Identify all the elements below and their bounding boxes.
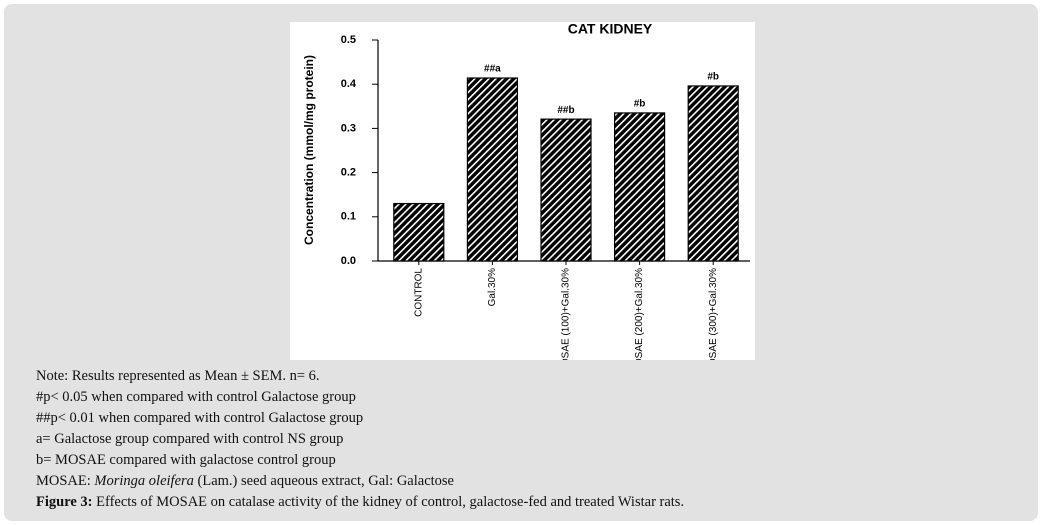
bar xyxy=(614,112,666,262)
y-tick-label: 0.0 xyxy=(341,255,356,267)
abbr-prefix: MOSAE: xyxy=(36,473,95,489)
caption-label: Figure 3: xyxy=(36,494,93,510)
note-line: Note: Results represented as Mean ± SEM.… xyxy=(36,368,320,384)
y-tick-label: 0.1 xyxy=(341,211,356,223)
chart: CAT KIDNEY Concentration (mmol/mg protei… xyxy=(290,22,755,360)
abbreviation: MOSAE: Moringa oleifera (Lam.) seed aque… xyxy=(36,471,684,492)
bar-label: #b xyxy=(707,72,719,83)
note-line: ##p< 0.01 when compared with control Gal… xyxy=(36,410,364,426)
y-tick-label: 0.2 xyxy=(341,167,356,179)
y-axis-label: Concentration (mmol/mg protein) xyxy=(302,55,316,245)
y-tick-label: 0.4 xyxy=(341,78,357,90)
bar-label: ##b xyxy=(557,105,574,116)
species: Moringa oleifera xyxy=(94,473,194,489)
abbr-rest: (Lam.) seed aqueous extract, Gal: Galact… xyxy=(193,473,454,489)
x-tick-label: MOSAE (200)+Gal.30% xyxy=(634,268,645,360)
y-tick-label: 0.5 xyxy=(341,34,356,46)
caption-text: Effects of MOSAE on catalase activity of… xyxy=(92,494,685,510)
x-tick-label: Gal.30% xyxy=(487,268,498,306)
chart-title: CAT KIDNEY xyxy=(568,22,653,37)
bar xyxy=(393,202,445,262)
x-tick-label: MOSAE (300)+Gal.30% xyxy=(708,268,719,360)
caption: Figure 3: Effects of MOSAE on catalase a… xyxy=(36,492,684,513)
notes: Note: Results represented as Mean ± SEM.… xyxy=(36,366,684,513)
note-line: #p< 0.05 when compared with control Gala… xyxy=(36,389,356,405)
x-tick-label: CONTROL xyxy=(413,268,424,317)
note-line: a= Galactose group compared with control… xyxy=(36,431,344,447)
bar xyxy=(466,77,518,262)
bar xyxy=(687,85,739,262)
x-tick-label: MOSAE (100)+Gal.30% xyxy=(561,268,572,360)
y-tick-label: 0.3 xyxy=(341,122,356,134)
bar xyxy=(540,118,592,262)
note-line: b= MOSAE compared with galactose control… xyxy=(36,452,336,468)
bar-label: #b xyxy=(634,99,646,110)
bar-label: ##a xyxy=(484,64,501,75)
